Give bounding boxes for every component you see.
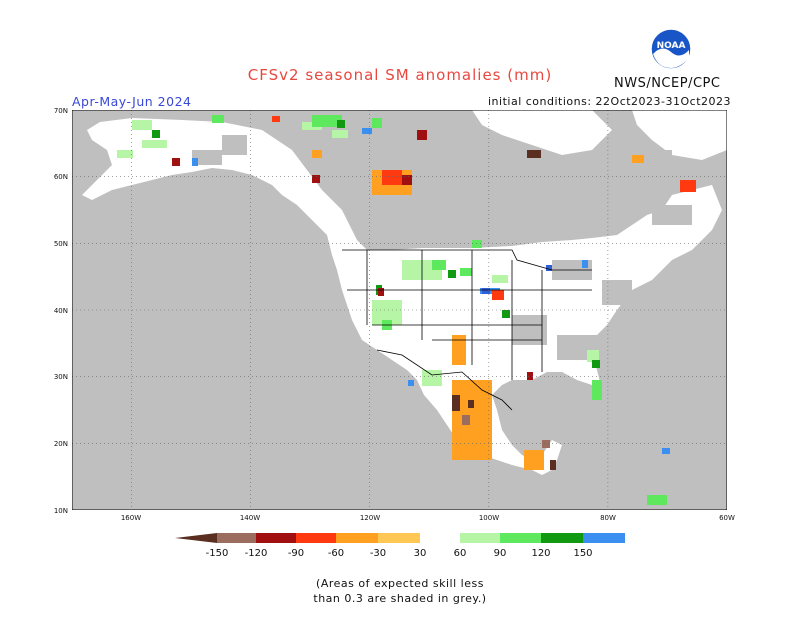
arctic-islands [472,110,612,155]
colorbar-segment [378,533,420,543]
colorbar-label: 90 [494,548,507,559]
chart-title: CFSv2 seasonal SM anomalies (mm) [247,66,553,84]
colorbar-segment [336,533,378,543]
colorbar-label: -60 [328,548,344,559]
colorbar-label: 120 [531,548,550,559]
axis-ticks: 70N 60N 50N 40N 30N 20N 10N 160W 140W 12… [54,107,735,522]
colorbar-segment [175,533,217,543]
initial-conditions-label: initial conditions: 22Oct2023-31Oct2023 [488,95,732,108]
colorbar-segment [296,533,336,543]
lat-tick: 60N [54,173,68,181]
lon-tick: 100W [479,514,499,522]
colorbar-segments [175,533,625,543]
colorbar: -150 -120 -90 -60 -30 30 60 90 120 150 [175,533,625,559]
anomaly-pixels [117,115,696,505]
skill-note: (Areas of expected skill less than 0.3 a… [0,576,800,606]
colorbar-segment [256,533,296,543]
colorbar-label: -90 [288,548,304,559]
colorbar-segment [460,533,500,543]
colorbar-label: 150 [573,548,592,559]
lat-tick: 30N [54,373,68,381]
noaa-logo-text: NOAA [657,41,686,51]
lat-tick: 40N [54,307,68,315]
colorbar-segment [500,533,541,543]
colorbar-segment [217,533,256,543]
lon-tick: 80W [600,514,616,522]
colorbar-label: -30 [370,548,386,559]
lat-tick: 70N [54,107,68,115]
boundaries [342,249,592,411]
lon-tick: 140W [240,514,260,522]
colorbar-label: 30 [414,548,427,559]
colorbar-segment [583,533,625,543]
noaa-logo: NOAA [650,28,692,70]
lat-tick: 10N [54,507,68,515]
greenland [632,110,727,160]
agency-label: NWS/NCEP/CPC [614,76,721,91]
lon-tick: 160W [121,514,141,522]
colorbar-label: -150 [206,548,229,559]
skill-note-line1: (Areas of expected skill less [316,577,484,590]
skill-note-line2: than 0.3 are shaded in grey.) [313,592,487,605]
lon-tick: 60W [719,514,735,522]
land-mass [82,118,722,475]
season-label: Apr-May-Jun 2024 [72,94,192,109]
graticule [72,110,727,510]
low-skill-patches [192,135,692,360]
anomaly-map [72,110,727,510]
lat-tick: 50N [54,240,68,248]
lon-tick: 120W [360,514,380,522]
colorbar-label: -120 [245,548,268,559]
colorbar-segment [541,533,583,543]
colorbar-segment [420,533,460,543]
colorbar-label: 60 [454,548,467,559]
lat-tick: 20N [54,440,68,448]
